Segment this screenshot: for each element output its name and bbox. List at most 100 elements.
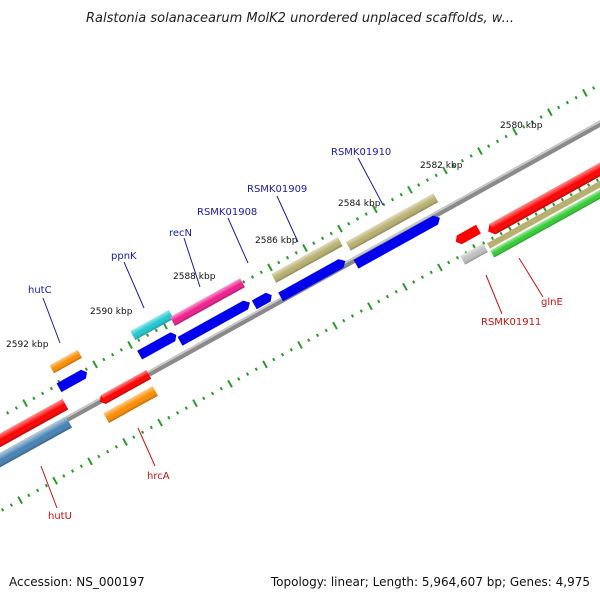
scale-dot [227, 379, 233, 388]
scale-dot [512, 127, 518, 136]
scale-dot [337, 224, 343, 233]
gene-label[interactable]: RSMK01908 [197, 207, 257, 218]
scale-dot [127, 340, 133, 349]
scale-dot [324, 328, 328, 333]
gene-label[interactable]: glnE [541, 297, 563, 308]
scale-dot [399, 192, 403, 197]
scale-dot [307, 338, 311, 342]
scale-dot [407, 185, 413, 194]
scale-dot [547, 108, 553, 117]
scale-dot [469, 154, 473, 158]
forward-strand [49, 193, 443, 393]
label-leaders-bottom [40, 257, 544, 509]
scale-dot [22, 399, 28, 408]
scale-dot [157, 418, 163, 427]
gene-label[interactable]: RSMK01909 [247, 184, 307, 195]
lower-dotted-line [1, 178, 599, 512]
gene-label[interactable]: ppnK [111, 251, 137, 262]
gene-hutU[interactable] [0, 416, 73, 474]
gene-RSMK01909[interactable] [271, 237, 343, 283]
scale-dot [97, 454, 101, 459]
tick-label: 2580 kbp [500, 121, 543, 131]
scale-dot [105, 449, 110, 454]
gene-glnE[interactable] [490, 182, 600, 258]
scale-dot [114, 445, 118, 449]
scale-dot [425, 178, 430, 182]
gene-ppnK[interactable] [130, 309, 174, 341]
scale-dot [560, 197, 564, 202]
gene-arrow-blue[interactable] [278, 257, 348, 302]
scale-dot [242, 280, 246, 284]
scale-dot [49, 386, 53, 391]
scale-dot [429, 270, 433, 275]
scale-dot [420, 275, 425, 279]
scale-dot [552, 202, 556, 207]
scale-dot [332, 321, 338, 330]
scale-dot [132, 435, 136, 439]
gene-hutC[interactable] [49, 349, 82, 374]
scale-dot [499, 231, 503, 236]
gene-khaki-right[interactable] [487, 175, 600, 249]
scale-dot [122, 437, 128, 446]
scale-dot [490, 236, 495, 241]
gene-RSMK01910[interactable] [345, 193, 439, 251]
scale-dot [87, 457, 93, 466]
scale-dot [417, 183, 421, 187]
gene-arrow-blue[interactable] [177, 298, 253, 346]
gene-arrow-blue[interactable] [137, 330, 179, 360]
scale-dot [259, 270, 263, 275]
scale-dot [280, 352, 285, 357]
scale-dot [452, 163, 456, 168]
scale-dot [289, 348, 293, 352]
scale-dot [557, 105, 561, 110]
scale-dot [367, 302, 373, 311]
tick-label: 2588 kbp [173, 272, 216, 282]
scale-dot [522, 125, 526, 129]
scale-dot [320, 236, 325, 241]
scale-dot [517, 222, 521, 226]
scale-dot [504, 134, 508, 139]
gene-arrow-blue[interactable] [353, 213, 443, 269]
scale-dot [245, 372, 250, 376]
scale-dot [315, 333, 320, 338]
scale-dot [52, 476, 58, 485]
scale-dot [92, 360, 98, 369]
gene-arrow-red[interactable] [485, 160, 600, 237]
scale-dot [154, 328, 158, 333]
tick-label: 2584 kbp [338, 199, 381, 209]
gene-label[interactable]: hrcA [147, 471, 170, 482]
scale-dot [347, 221, 351, 226]
scale-dot [530, 120, 535, 124]
scale-dot [442, 166, 448, 175]
scale-dot [539, 115, 543, 119]
scale-dot [62, 474, 66, 478]
scale-dot [412, 280, 416, 284]
gene-red-left[interactable] [0, 398, 69, 454]
gene-label[interactable]: recN [169, 228, 192, 239]
gene-label[interactable]: hutC [28, 285, 52, 296]
scale-dot [175, 411, 180, 415]
gene-arrow-blue[interactable] [56, 368, 90, 393]
scale-dot [36, 488, 40, 493]
scale-dot [592, 86, 596, 90]
scale-dot [382, 202, 386, 207]
reverse-strand [0, 160, 600, 474]
scale-dot [9, 503, 13, 507]
gene-arrow-red[interactable] [97, 370, 152, 406]
tick-label: 2592 kbp [6, 340, 49, 350]
label-leaders [42, 157, 384, 344]
scale-dot [140, 430, 145, 435]
gene-arrow-red[interactable] [453, 224, 481, 246]
gene-RSMK01911[interactable] [460, 243, 488, 265]
scale-dot [377, 299, 381, 304]
gene-hrcA[interactable] [103, 386, 158, 423]
gene-label[interactable]: hutU [48, 511, 72, 522]
gene-recN[interactable] [170, 278, 245, 326]
gene-label[interactable]: RSMK01911 [481, 317, 541, 328]
scale-dot [110, 352, 115, 357]
scale-dot [41, 391, 45, 396]
scale-dot [250, 275, 255, 279]
scale-dot [437, 263, 443, 272]
gene-arrow-blue[interactable] [251, 291, 274, 310]
gene-label[interactable]: RSMK01910 [331, 147, 391, 158]
